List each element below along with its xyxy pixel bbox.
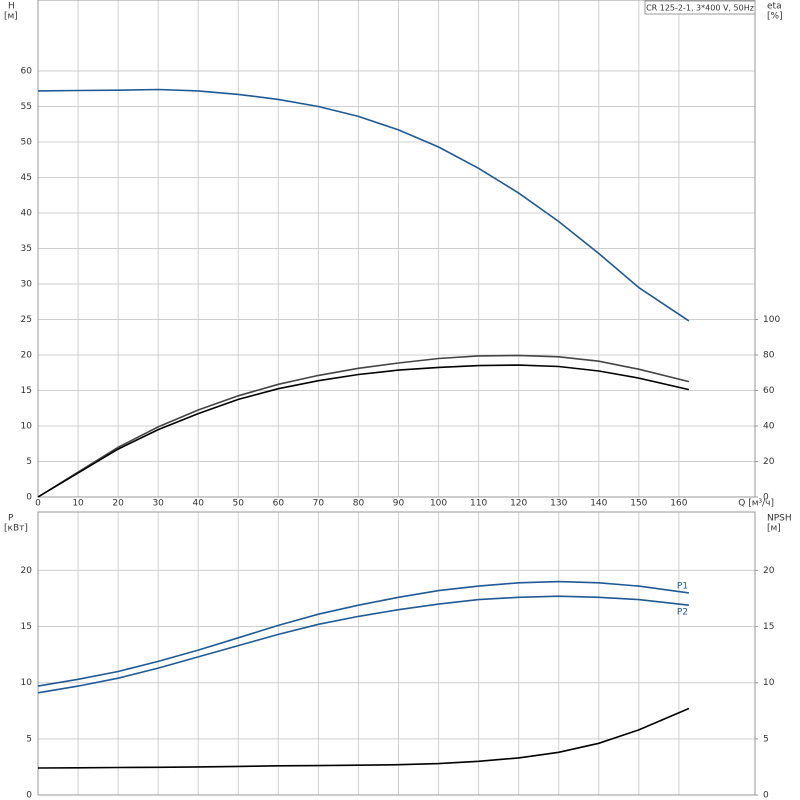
data-line bbox=[37, 707, 690, 769]
y2-tick-label: 20 bbox=[763, 457, 775, 467]
y-tick-label: 5 bbox=[26, 457, 32, 467]
y2-tick-label: 40 bbox=[763, 422, 775, 432]
x-tick-label: 120 bbox=[510, 499, 527, 509]
y2-axis-unit: [%] bbox=[767, 12, 783, 22]
y-tick-label: 10 bbox=[21, 678, 33, 688]
y-tick-label: 40 bbox=[21, 209, 33, 219]
y-tick-label: 15 bbox=[21, 386, 32, 396]
x-tick-label: 50 bbox=[233, 499, 245, 509]
y2-axis-label: eta bbox=[767, 2, 782, 12]
x-tick-label: 20 bbox=[112, 499, 124, 509]
y-tick-label: 0 bbox=[26, 493, 32, 503]
x-tick-label: 0 bbox=[35, 499, 41, 509]
x-tick-label: 10 bbox=[72, 499, 84, 509]
y-axis-unit: [м] bbox=[4, 12, 18, 22]
y2-tick-label: 0 bbox=[763, 493, 769, 503]
y-tick-label: 15 bbox=[21, 622, 32, 632]
x-tick-label: 40 bbox=[192, 499, 204, 509]
chart-title: CR 125-2-1, 3*400 V, 50Hz bbox=[646, 4, 754, 13]
y-tick-label: 45 bbox=[21, 173, 32, 183]
y2-tick-label: 100 bbox=[763, 315, 780, 325]
y-tick-label: 50 bbox=[21, 138, 33, 148]
data-line bbox=[37, 354, 690, 498]
y-tick-label: 20 bbox=[21, 351, 33, 361]
y-axis-label: P bbox=[8, 514, 14, 524]
data-line bbox=[37, 364, 690, 498]
x-axis-label: Q [м³/ч] bbox=[738, 499, 774, 509]
x-tick-label: 80 bbox=[353, 499, 365, 509]
series-label: P2 bbox=[677, 608, 688, 618]
y2-axis-unit: [м] bbox=[767, 524, 781, 534]
x-tick-label: 60 bbox=[273, 499, 285, 509]
x-tick-label: 100 bbox=[430, 499, 447, 509]
y-tick-label: 35 bbox=[21, 244, 32, 254]
y2-axis-label: NPSH bbox=[767, 514, 792, 524]
y2-tick-label: 5 bbox=[763, 734, 769, 744]
x-tick-label: 160 bbox=[670, 499, 687, 509]
y2-tick-label: 20 bbox=[763, 566, 775, 576]
data-line bbox=[37, 580, 690, 687]
x-tick-label: 140 bbox=[590, 499, 607, 509]
plot-frame bbox=[37, 511, 756, 796]
x-tick-label: 110 bbox=[470, 499, 487, 509]
y-tick-label: 25 bbox=[21, 315, 32, 325]
y-tick-label: 10 bbox=[21, 422, 33, 432]
series-label: P1 bbox=[677, 581, 688, 591]
y-tick-label: 0 bbox=[26, 791, 32, 800]
y-tick-label: 5 bbox=[26, 734, 32, 744]
y-tick-label: 30 bbox=[21, 280, 33, 290]
y-axis-unit: [кВт] bbox=[4, 524, 28, 534]
y2-tick-label: 0 bbox=[763, 791, 769, 800]
y2-tick-label: 10 bbox=[763, 678, 775, 688]
x-tick-label: 70 bbox=[313, 499, 325, 509]
y-tick-label: 60 bbox=[21, 67, 33, 77]
y2-tick-label: 80 bbox=[763, 351, 775, 361]
data-line bbox=[37, 595, 689, 694]
y-tick-label: 20 bbox=[21, 566, 33, 576]
plot-frame bbox=[37, 0, 756, 498]
data-line bbox=[37, 88, 690, 322]
y-tick-label: 55 bbox=[21, 102, 32, 112]
y-axis-label: H bbox=[8, 2, 15, 12]
title-box bbox=[644, 0, 756, 15]
x-tick-label: 90 bbox=[393, 499, 405, 509]
x-tick-label: 130 bbox=[550, 499, 567, 509]
y2-tick-label: 60 bbox=[763, 386, 775, 396]
y2-tick-label: 15 bbox=[763, 622, 774, 632]
x-tick-label: 150 bbox=[630, 499, 647, 509]
x-tick-label: 30 bbox=[152, 499, 164, 509]
